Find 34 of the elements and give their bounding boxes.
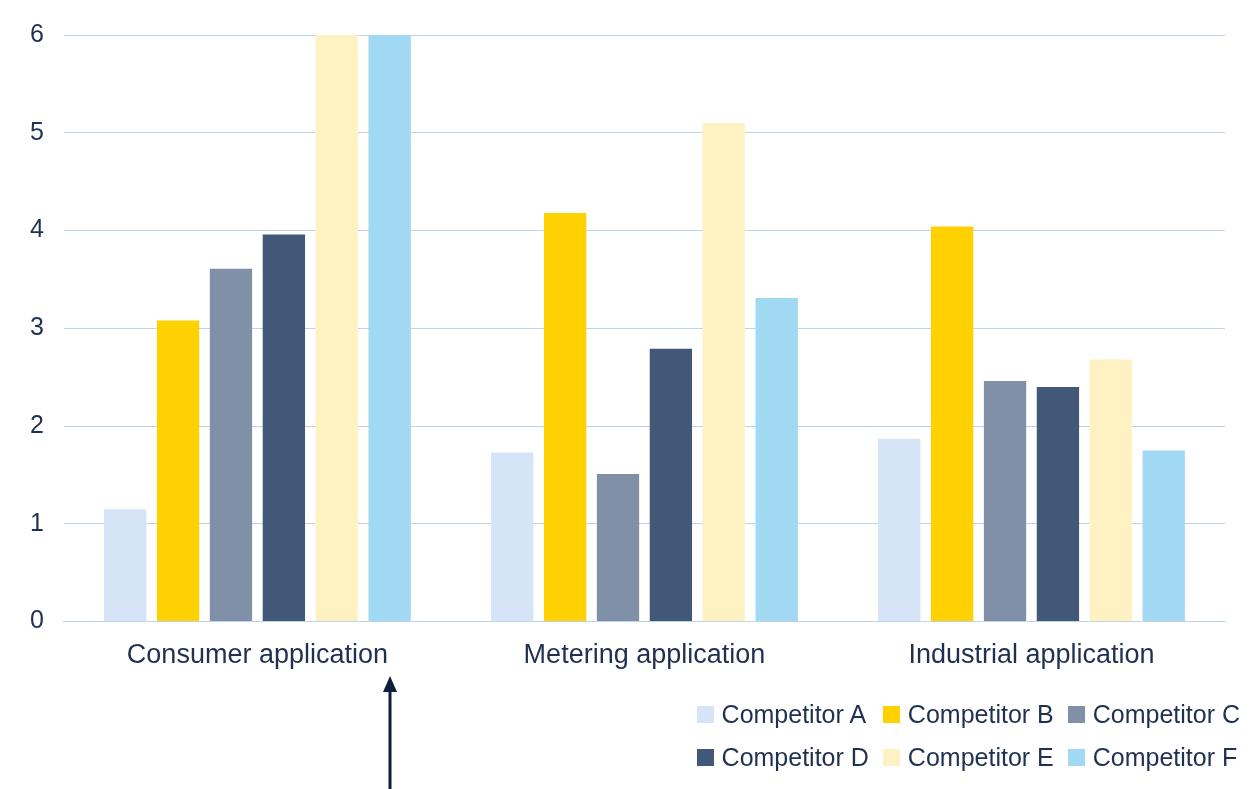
legend-label: Competitor E <box>907 743 1054 772</box>
y-tick-label: 6 <box>30 18 44 47</box>
bar <box>104 509 147 622</box>
legend-label: Competitor D <box>721 743 869 772</box>
bar <box>543 212 587 622</box>
bar <box>930 226 974 622</box>
bar <box>878 438 921 622</box>
y-tick-label: 0 <box>30 605 44 634</box>
bar <box>596 473 640 622</box>
y-tick-label: 1 <box>30 507 44 536</box>
y-tick-label: 4 <box>30 214 44 243</box>
bar <box>1089 359 1132 622</box>
bar <box>156 320 200 622</box>
bar <box>1036 386 1080 622</box>
x-tick-label: Metering application <box>523 639 766 670</box>
bar <box>702 122 745 622</box>
x-tick-label: Industrial application <box>908 639 1155 670</box>
legend-label: Competitor B <box>907 700 1054 729</box>
legend-label: Competitor A <box>721 700 867 729</box>
bar <box>262 234 306 622</box>
x-tick-label: Consumer application <box>126 639 388 670</box>
bar <box>755 297 798 622</box>
y-tick-label: 3 <box>30 312 44 341</box>
y-tick-label: 2 <box>30 409 44 438</box>
bar <box>649 348 693 622</box>
y-tick-label: 5 <box>30 116 44 145</box>
bar <box>1142 450 1185 622</box>
bar <box>209 268 253 622</box>
bar <box>315 35 358 622</box>
bar <box>983 381 1027 622</box>
legend-label: Competitor C <box>1092 700 1240 729</box>
legend-label: Competitor F <box>1092 743 1238 772</box>
bar <box>368 35 411 622</box>
bar <box>491 452 534 622</box>
